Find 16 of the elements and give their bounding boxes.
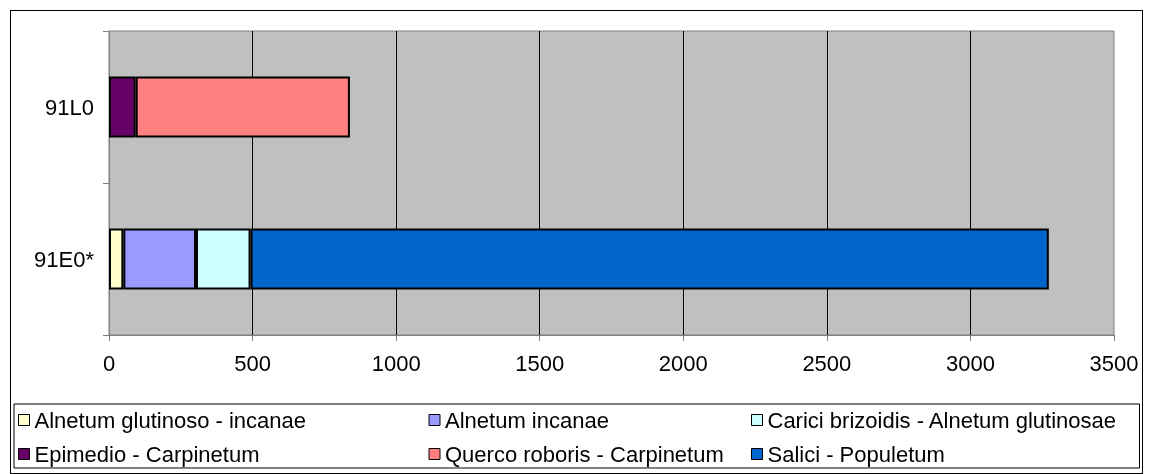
- legend-label: Alnetum glutinoso - incanae: [34, 407, 306, 433]
- x-tick-label: 3000: [945, 350, 995, 376]
- x-tick-label: 1500: [515, 350, 565, 376]
- legend-label: Salici - Populetum: [767, 441, 945, 467]
- legend-label: Carici brizoidis - Alnetum glutinosae: [767, 407, 1116, 433]
- x-tick-label: 2000: [658, 350, 708, 376]
- y-tick-label: 91E0*: [34, 246, 95, 272]
- x-tick-label: 2500: [802, 350, 852, 376]
- legend-label: Querco roboris - Carpinetum: [445, 441, 724, 467]
- x-tick-label: 500: [234, 350, 271, 376]
- legend-label: Alnetum incanae: [445, 407, 609, 433]
- x-tick-label: 1000: [371, 350, 421, 376]
- legend-label: Epimedio - Carpinetum: [34, 441, 260, 467]
- x-tick-label: 0: [102, 350, 116, 376]
- x-tick-label: 3500: [1089, 350, 1139, 376]
- y-tick-label: 91L0: [45, 94, 94, 120]
